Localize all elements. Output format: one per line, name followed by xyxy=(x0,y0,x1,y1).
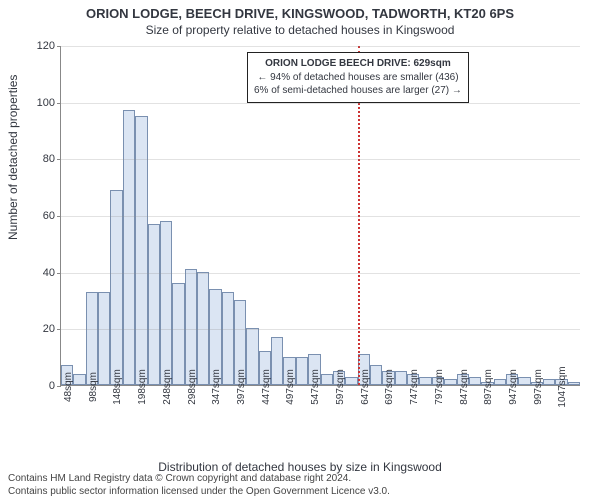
ytick-label: 60 xyxy=(43,210,61,222)
bar xyxy=(123,110,135,385)
attribution-text: Contains HM Land Registry data © Crown c… xyxy=(8,473,390,498)
ytick-label: 40 xyxy=(43,267,61,279)
gridline xyxy=(61,329,580,330)
bar xyxy=(494,379,506,385)
bar xyxy=(110,190,122,386)
bar xyxy=(469,377,481,386)
bar xyxy=(160,221,172,385)
xtick-label: 298sqm xyxy=(185,369,198,405)
xtick-label: 1047sqm xyxy=(555,366,568,407)
xtick-label: 148sqm xyxy=(110,369,123,405)
bar xyxy=(444,379,456,385)
xtick-label: 198sqm xyxy=(135,369,148,405)
y-axis-label: Number of detached properties xyxy=(6,75,20,240)
plot-frame: 48sqm98sqm148sqm198sqm248sqm298sqm347sqm… xyxy=(60,46,580,386)
bar xyxy=(345,377,357,386)
annotation-box: ORION LODGE BEECH DRIVE: 629sqm ← 94% of… xyxy=(247,52,469,103)
gridline xyxy=(61,216,580,217)
xtick-label: 597sqm xyxy=(333,369,346,405)
attribution-line-1: Contains HM Land Registry data © Crown c… xyxy=(8,473,390,486)
bar xyxy=(370,365,382,385)
bar xyxy=(86,292,98,386)
xtick-label: 847sqm xyxy=(457,369,470,405)
xtick-label: 248sqm xyxy=(160,369,173,405)
bar xyxy=(419,377,431,386)
bar xyxy=(172,283,184,385)
bar xyxy=(246,328,258,385)
xtick-label: 897sqm xyxy=(481,369,494,405)
ytick-label: 20 xyxy=(43,323,61,335)
xtick-label: 997sqm xyxy=(531,369,544,405)
main-title: ORION LODGE, BEECH DRIVE, KINGSWOOD, TAD… xyxy=(0,6,600,21)
xtick-label: 947sqm xyxy=(506,369,519,405)
bar xyxy=(197,272,209,385)
bar xyxy=(568,382,580,385)
xtick-label: 697sqm xyxy=(382,369,395,405)
x-axis-label: Distribution of detached houses by size … xyxy=(0,460,600,474)
xtick-label: 397sqm xyxy=(234,369,247,405)
xtick-label: 347sqm xyxy=(209,369,222,405)
bar xyxy=(543,379,555,385)
annotation-line-2: ← 94% of detached houses are smaller (43… xyxy=(254,71,462,85)
figure-container: ORION LODGE, BEECH DRIVE, KINGSWOOD, TAD… xyxy=(0,0,600,500)
bar xyxy=(185,269,197,385)
title-block: ORION LODGE, BEECH DRIVE, KINGSWOOD, TAD… xyxy=(0,0,600,37)
attribution-line-2: Contains public sector information licen… xyxy=(8,486,390,499)
bar xyxy=(73,374,85,385)
ytick-label: 120 xyxy=(37,40,61,52)
gridline xyxy=(61,273,580,274)
ytick-label: 100 xyxy=(37,97,61,109)
xtick-label: 98sqm xyxy=(86,372,99,402)
gridline xyxy=(61,159,580,160)
bar xyxy=(98,292,110,386)
xtick-label: 797sqm xyxy=(432,369,445,405)
bar xyxy=(296,357,308,385)
bar xyxy=(518,377,530,386)
sub-title: Size of property relative to detached ho… xyxy=(0,23,600,37)
xtick-label: 447sqm xyxy=(259,369,272,405)
xtick-label: 747sqm xyxy=(407,369,420,405)
bar xyxy=(271,337,283,385)
bar xyxy=(135,116,147,385)
bar xyxy=(148,224,160,386)
xtick-label: 547sqm xyxy=(308,369,321,405)
annotation-line-1: ORION LODGE BEECH DRIVE: 629sqm xyxy=(254,57,462,71)
xtick-label: 497sqm xyxy=(283,369,296,405)
gridline xyxy=(61,103,580,104)
bar xyxy=(395,371,407,385)
ytick-label: 80 xyxy=(43,153,61,165)
bar xyxy=(222,292,234,386)
gridline xyxy=(61,46,580,47)
annotation-line-3: 6% of semi-detached houses are larger (2… xyxy=(254,84,462,98)
xtick-label: 48sqm xyxy=(61,372,74,402)
plot-area: 48sqm98sqm148sqm198sqm248sqm298sqm347sqm… xyxy=(60,46,580,386)
bar xyxy=(321,374,333,385)
ytick-label: 0 xyxy=(49,380,61,392)
